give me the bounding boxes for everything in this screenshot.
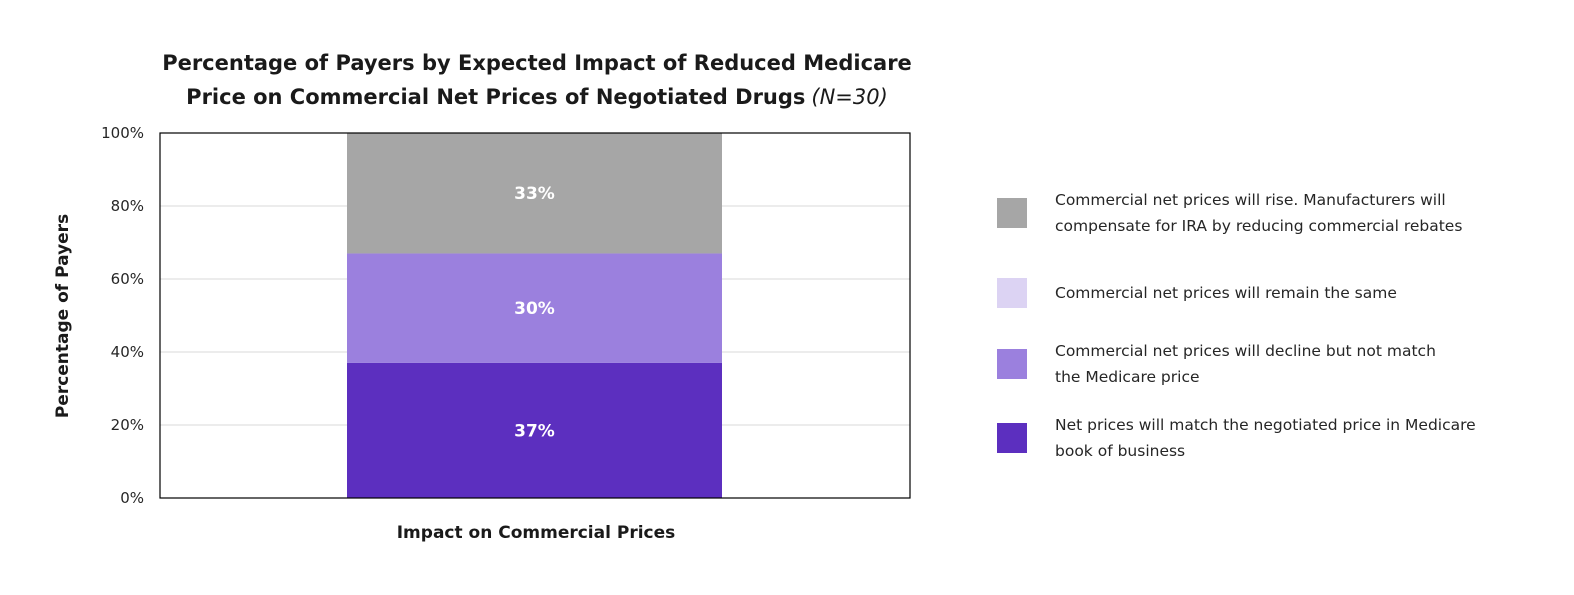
chart-title-line-2-main: Price on Commercial Net Prices of Negoti…: [186, 85, 805, 109]
bar-segment: [347, 253, 722, 363]
y-tick-label: 60%: [111, 270, 144, 288]
legend-label: compensate for IRA by reducing commercia…: [1055, 217, 1462, 235]
bar-segment: [347, 362, 722, 498]
y-axis-title: Percentage of Payers: [53, 214, 73, 418]
bar-stack: [347, 133, 722, 498]
legend-swatch: [997, 423, 1027, 453]
legend-swatch: [997, 198, 1027, 228]
y-tick-label: 20%: [111, 416, 144, 434]
y-tick-label: 40%: [111, 343, 144, 361]
x-axis-title: Impact on Commercial Prices: [397, 523, 676, 543]
legend-label: Commercial net prices will decline but n…: [1055, 342, 1436, 360]
data-label: 37%: [514, 421, 555, 441]
legend-swatch: [997, 278, 1027, 308]
y-tick-label: 80%: [111, 197, 144, 215]
legend-label: book of business: [1055, 442, 1185, 460]
chart-title-sample-size: (N=30): [811, 85, 887, 109]
bar-segment: [347, 133, 722, 254]
legend-label: Net prices will match the negotiated pri…: [1055, 416, 1476, 434]
y-axis-ticks: 0% 20% 40% 60% 80% 100%: [101, 124, 144, 507]
plot-area-border: [159, 132, 911, 499]
legend: Commercial net prices will rise. Manufac…: [997, 191, 1476, 460]
legend-label: the Medicare price: [1055, 368, 1200, 386]
data-labels: 37% 30% 33%: [514, 184, 555, 441]
chart-title-line-2: Price on Commercial Net Prices of Negoti…: [186, 85, 888, 109]
y-tick-label: 0%: [120, 489, 144, 507]
y-tick-label: 100%: [101, 124, 144, 142]
legend-label: Commercial net prices will rise. Manufac…: [1055, 191, 1446, 209]
data-label: 30%: [514, 299, 555, 319]
legend-label: Commercial net prices will remain the sa…: [1055, 284, 1397, 302]
data-label: 33%: [514, 184, 555, 204]
legend-swatch: [997, 349, 1027, 379]
chart-title-line-1: Percentage of Payers by Expected Impact …: [162, 51, 912, 75]
